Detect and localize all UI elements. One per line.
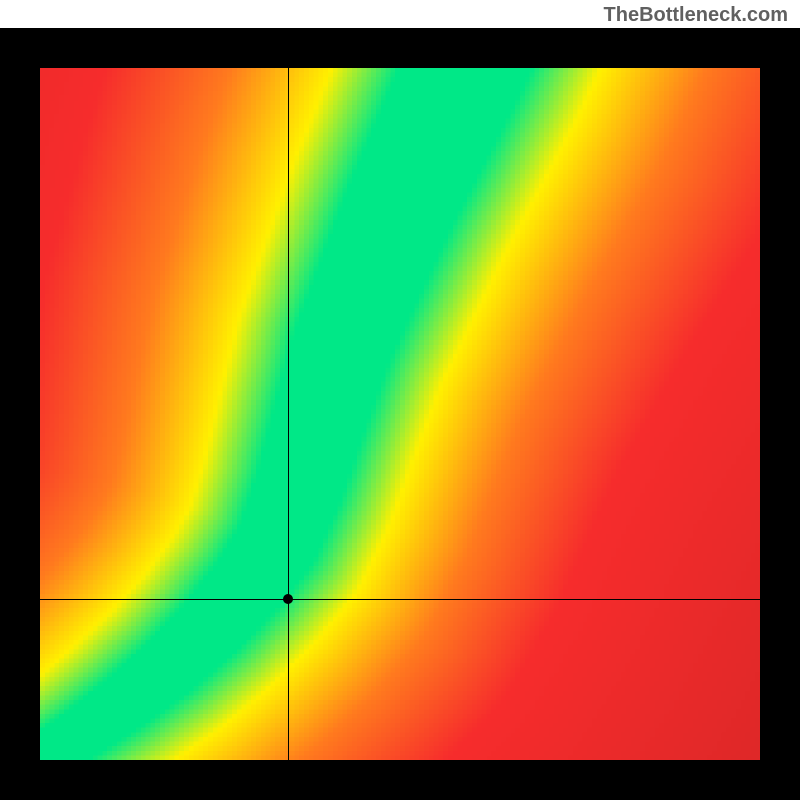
heatmap-canvas — [40, 68, 760, 760]
crosshair-marker — [283, 594, 293, 604]
chart-plot-area — [40, 68, 760, 760]
crosshair-horizontal — [40, 599, 760, 600]
watermark-text: TheBottleneck.com — [604, 4, 788, 27]
crosshair-vertical — [288, 68, 289, 760]
